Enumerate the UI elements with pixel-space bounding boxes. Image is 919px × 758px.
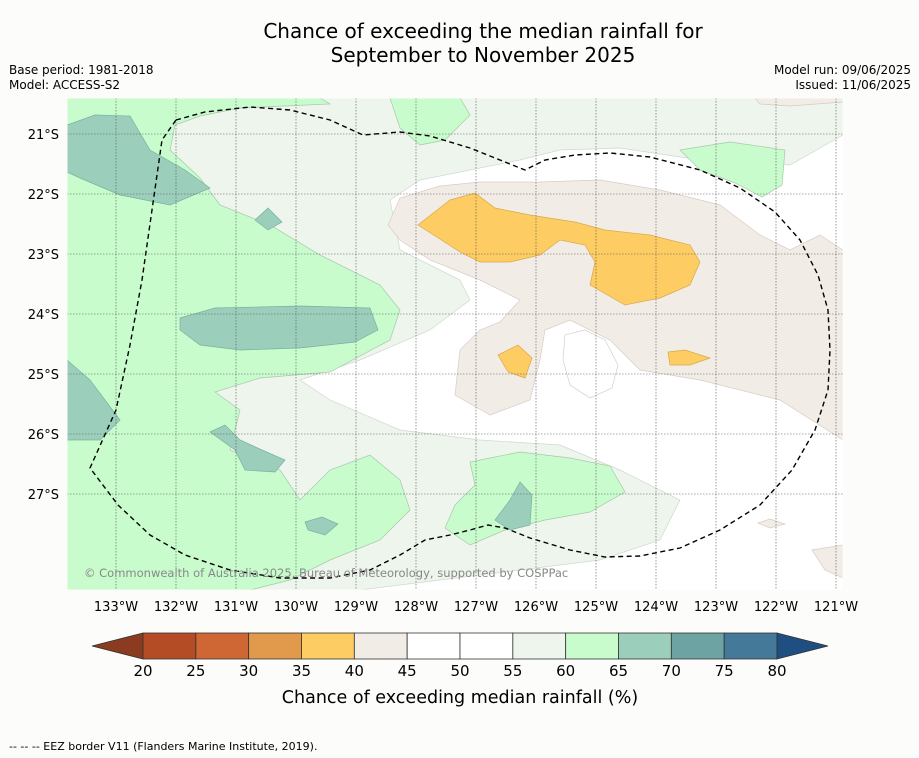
lon-label: 132°W: [154, 600, 198, 615]
lon-label: 131°W: [214, 600, 258, 615]
contour-40-45-small: [757, 518, 787, 529]
contour-40-45-corner: [754, 98, 843, 107]
contour-40-45-southeast: [811, 544, 843, 579]
colorbar-cell: [195, 632, 250, 660]
gridlines: [67, 98, 843, 590]
colorbar-cell: [301, 632, 355, 660]
lon-label: 130°W: [274, 600, 318, 615]
lon-label: 125°W: [574, 600, 618, 615]
lon-label: 123°W: [694, 600, 738, 615]
contour-65-70-south: [494, 481, 533, 531]
latitude-labels: 21°S 22°S 23°S 24°S 25°S 26°S 27°S: [28, 128, 59, 503]
info-right: Model run: 09/06/2025 Issued: 11/06/2025: [774, 63, 911, 93]
contour-65-70-northwest: [67, 114, 211, 206]
colorbar-under-arrow: [91, 632, 144, 660]
colorbar-over-arrow: [776, 632, 829, 660]
lat-label: 24°S: [28, 308, 59, 323]
base-period-text: Base period: 1981-2018: [9, 63, 154, 77]
lat-label: 27°S: [28, 488, 59, 503]
colorbar-tick-label: 50: [450, 662, 469, 680]
lon-label: 121°W: [814, 600, 858, 615]
contour-35-40-center: [497, 344, 533, 379]
colorbar-cell: [512, 632, 567, 660]
lat-label: 21°S: [28, 128, 59, 143]
lon-label: 133°W: [94, 600, 138, 615]
contour-60-65-south: [444, 451, 626, 546]
colorbar-tick-label: 35: [292, 662, 311, 680]
colorbar-cells: [142, 632, 778, 660]
issued-text: Issued: 11/06/2025: [795, 78, 911, 92]
colorbar-cell: [248, 632, 302, 660]
colorbar-cell: [670, 632, 725, 660]
contour-65-70-center: [179, 305, 379, 351]
contour-35-40-north: [417, 192, 701, 306]
map-title: Chance of exceeding the median rainfall …: [0, 19, 919, 67]
colorbar-cell: [142, 632, 197, 660]
contour-65-70-west-edge: [67, 359, 121, 441]
title-line-1: Chance of exceeding the median rainfall …: [263, 19, 703, 43]
info-left: Base period: 1981-2018 Model: ACCESS-S2: [9, 63, 154, 93]
contour-45-50-pocket: [562, 329, 619, 399]
colorbar-tick-label: 25: [186, 662, 205, 680]
contour-65-70-small-south: [304, 516, 339, 536]
colorbar: 20 25 30 35 40 45 50 55 60 65 70 75 80 Chance of exc…: [91, 632, 829, 708]
model-run-text: Model run: 09/06/2025: [773, 63, 911, 77]
contour-65-70-small: [254, 207, 283, 231]
colorbar-cell: [565, 632, 619, 660]
colorbar-tick-label: 20: [133, 662, 152, 680]
lon-label: 124°W: [634, 600, 678, 615]
colorbar-cell: [459, 632, 514, 660]
footer-note: -- -- -- EEZ border V11 (Flanders Marine…: [9, 740, 318, 753]
colorbar-tick-label: 40: [345, 662, 364, 680]
colorbar-cell: [406, 632, 461, 660]
model-text: Model: ACCESS-S2: [9, 78, 121, 92]
map-field: © Commonwealth of Australia 2025, Bureau…: [67, 98, 843, 590]
colorbar-tick-label: 45: [398, 662, 417, 680]
lon-label: 127°W: [454, 600, 498, 615]
copyright-text: © Commonwealth of Australia 2025, Bureau…: [84, 566, 568, 580]
eez-border: [89, 106, 831, 579]
colorbar-label: Chance of exceeding median rainfall (%): [282, 688, 638, 708]
colorbar-tick-label: 80: [767, 662, 786, 680]
colorbar-cell: [723, 632, 778, 660]
rainfall-map: © Commonwealth of Australia 2025, Bureau…: [28, 97, 858, 708]
colorbar-tick-label: 55: [503, 662, 522, 680]
lat-label: 26°S: [28, 428, 59, 443]
contour-65-70-southwest: [209, 424, 286, 473]
lat-label: 25°S: [28, 368, 59, 383]
lon-label: 126°W: [514, 600, 558, 615]
colorbar-tick-label: 60: [556, 662, 575, 680]
colorbar-ticks: 20 25 30 35 40 45 50 55 60 65 70 75 80: [133, 662, 786, 680]
colorbar-tick-label: 65: [609, 662, 628, 680]
title-line-2: September to November 2025: [330, 43, 636, 67]
lon-label: 122°W: [754, 600, 798, 615]
colorbar-tick-label: 75: [715, 662, 734, 680]
lon-label: 128°W: [394, 600, 438, 615]
lat-label: 22°S: [28, 188, 59, 203]
colorbar-cell: [618, 632, 672, 660]
colorbar-tick-label: 30: [239, 662, 258, 680]
contour-35-40-east: [667, 349, 712, 366]
colorbar-cell: [353, 632, 408, 660]
longitude-labels: 133°W 132°W 131°W 130°W 129°W 128°W 127°…: [94, 600, 858, 615]
lat-label: 23°S: [28, 248, 59, 263]
colorbar-tick-label: 70: [662, 662, 681, 680]
lon-label: 129°W: [334, 600, 378, 615]
